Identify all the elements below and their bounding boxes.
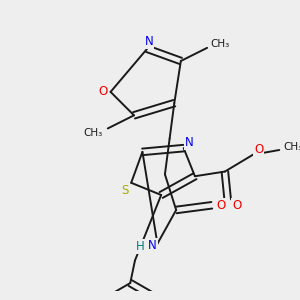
Text: N: N bbox=[145, 35, 153, 48]
Text: O: O bbox=[254, 142, 263, 156]
Text: S: S bbox=[121, 184, 128, 197]
Text: CH₃: CH₃ bbox=[211, 39, 230, 49]
Text: O: O bbox=[98, 85, 108, 98]
Text: N: N bbox=[185, 136, 194, 149]
Text: CH₃: CH₃ bbox=[83, 128, 102, 138]
Text: CH₃: CH₃ bbox=[284, 142, 300, 152]
Text: H: H bbox=[136, 240, 145, 253]
Text: O: O bbox=[232, 199, 242, 212]
Text: O: O bbox=[217, 199, 226, 212]
Text: N: N bbox=[148, 239, 157, 252]
